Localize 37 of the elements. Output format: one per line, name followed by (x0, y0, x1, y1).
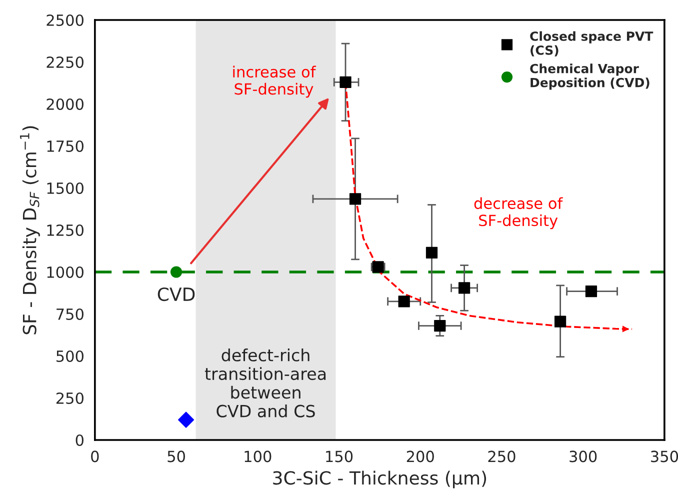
annotation: CVD (158, 287, 195, 302)
x-tick-label: 200 (406, 450, 434, 462)
x-tick-label: 250 (488, 450, 516, 462)
x-tick-label: 350 (651, 450, 678, 462)
x-tick-label: 100 (244, 450, 272, 462)
y-axis-title: SF - Density D$_{SF}$ (cm$^{−1}$) (20, 126, 40, 334)
annotation: decrease of SF-density (474, 197, 563, 230)
y-tick-label: 1750 (47, 140, 84, 152)
x-axis-title: 3C-SiC - Thickness (µm) (273, 470, 486, 488)
point (554, 316, 566, 328)
y-tick-label: 1250 (47, 224, 84, 236)
y-tick-label: 2500 (46, 14, 84, 26)
point (178, 412, 194, 428)
x-tick-label: 50 (168, 450, 185, 462)
x-tick-label: 300 (570, 450, 597, 462)
y-tick-label: 1000 (47, 266, 84, 278)
y-tick-label: 750 (56, 308, 84, 320)
legend-label: Closed space PVT (CS) (530, 31, 654, 56)
x-tick-label: 0 (91, 450, 99, 462)
point (434, 320, 446, 332)
point (340, 76, 352, 88)
point (170, 266, 182, 278)
y-tick-label: 1500 (47, 182, 84, 194)
y-tick-label: 2250 (46, 56, 84, 68)
point (349, 193, 362, 205)
band-label: defect-rich transition-area between CVD and CS (204, 348, 326, 418)
annotation: increase of SF-density (233, 66, 316, 98)
point (398, 296, 410, 308)
x-tick-label: 150 (326, 450, 353, 462)
y-tick-label: 500 (56, 350, 84, 362)
legend-label: Chemical Vapor Deposition (CVD) (530, 64, 650, 90)
y-tick-label: 0 (76, 434, 84, 446)
y-tick-label: 250 (56, 392, 84, 404)
point (458, 282, 470, 294)
y-tick-label: 2000 (46, 98, 84, 110)
point (585, 286, 598, 298)
point (426, 246, 438, 258)
